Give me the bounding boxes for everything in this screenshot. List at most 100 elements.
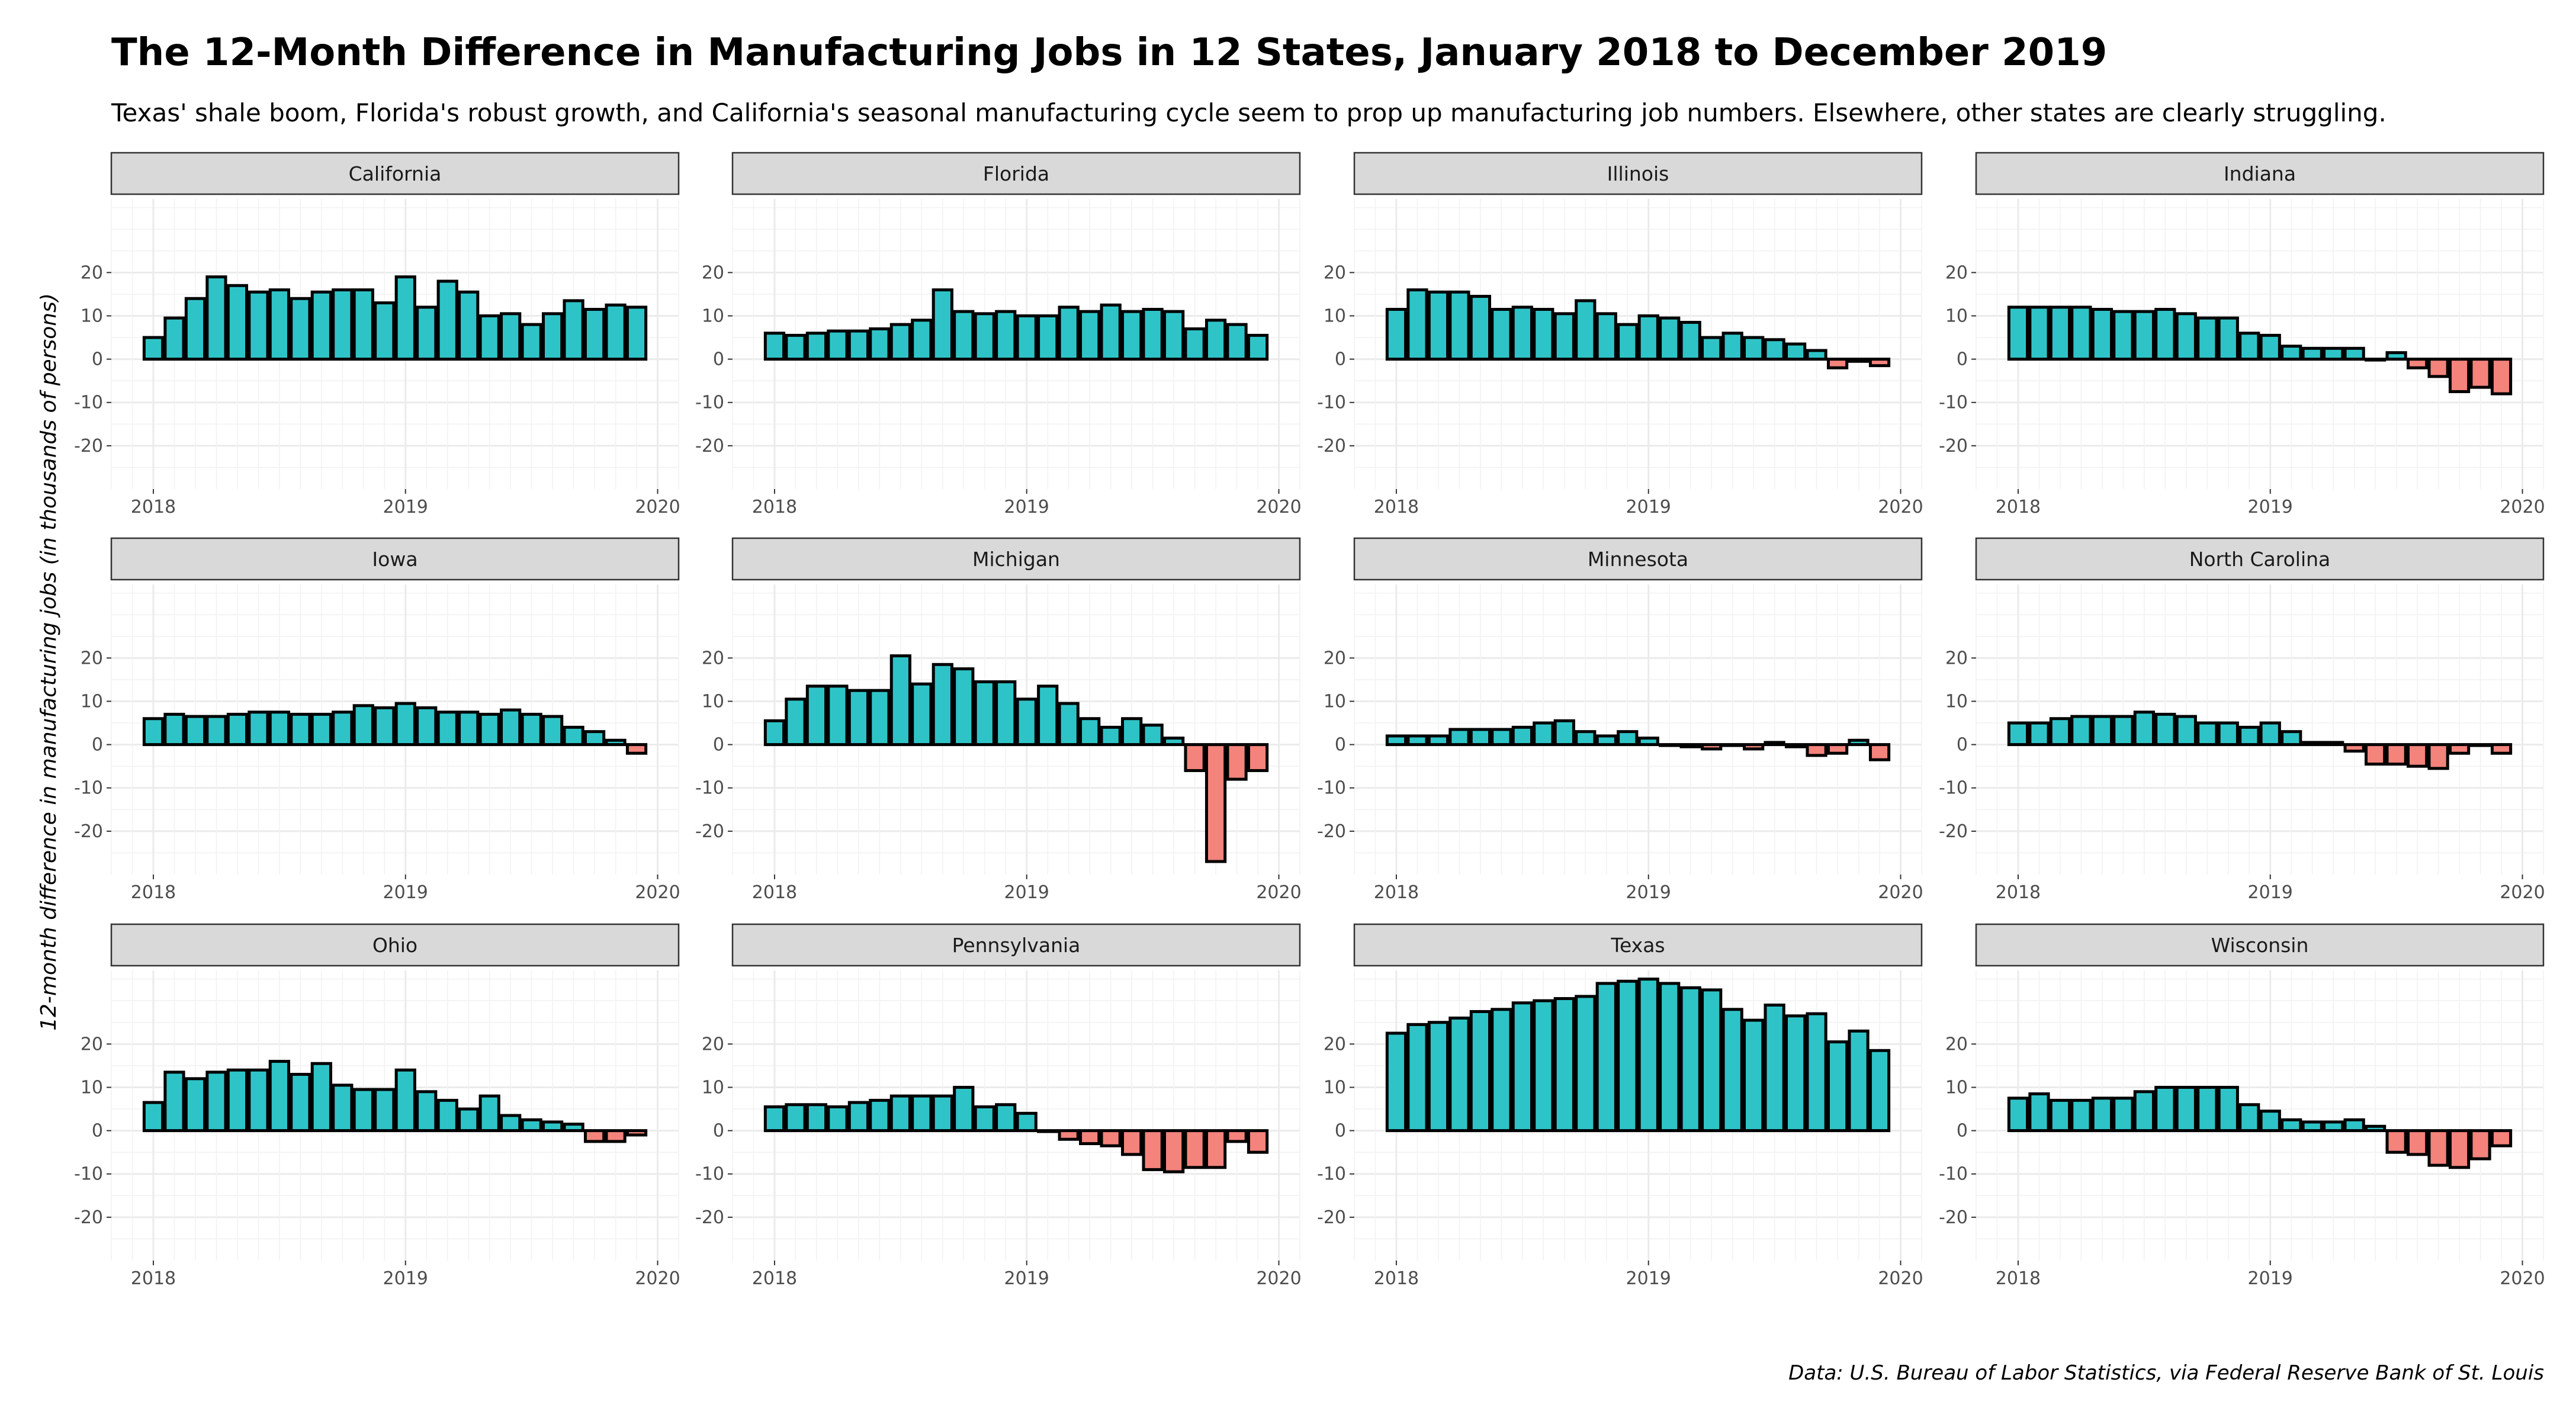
panel-illinois: Illinois -20 -10 0 10 20 2018 2019 2020 — [1317, 152, 1923, 517]
y-tick-label: -20 — [695, 436, 724, 456]
bar-2018-04 — [827, 684, 849, 747]
y-tick-label: 20 — [702, 262, 724, 283]
bar-2019-09 — [1806, 1012, 1827, 1133]
panel-iowa: Iowa -20 -10 0 10 20 2018 2019 2020 — [74, 537, 680, 903]
panel-strip — [731, 152, 1301, 195]
bar-2019-01 — [394, 275, 416, 361]
y-tick-label: 10 — [81, 691, 103, 712]
y-tick-label: 0 — [713, 349, 724, 370]
y-tick-label: 0 — [92, 349, 103, 370]
bar-2018-09 — [2175, 715, 2197, 747]
bar-2018-04 — [205, 1070, 227, 1133]
bar-2018-11 — [974, 312, 995, 361]
x-tick-label: 2019 — [383, 1268, 428, 1289]
panel-title: Florida — [983, 162, 1049, 185]
bar-2019-02 — [1659, 743, 1681, 747]
x-tick-label: 2018 — [1996, 882, 2041, 903]
panel-strip — [1975, 537, 2545, 581]
bar-2019-01 — [394, 702, 416, 747]
bar-2018-10 — [953, 667, 975, 747]
bar-2018-03 — [2049, 1098, 2071, 1133]
x-tick-label: 2020 — [1878, 882, 1923, 903]
bar-2018-11 — [2217, 1085, 2239, 1133]
panel-title: Wisconsin — [2211, 934, 2309, 957]
y-tick-label: -20 — [74, 436, 103, 456]
bar-2019-01 — [2259, 1110, 2281, 1133]
bar-2018-08 — [911, 1094, 933, 1133]
bar-2019-12 — [625, 306, 648, 361]
bar-2018-02 — [163, 1070, 185, 1133]
bar-2018-09 — [310, 290, 332, 361]
bar-2019-06 — [1743, 336, 1765, 361]
bar-2018-06 — [1491, 307, 1512, 361]
bar-2018-03 — [1427, 1021, 1450, 1133]
x-tick-label: 2019 — [1626, 497, 1671, 517]
y-tick-label: 10 — [1945, 691, 1968, 712]
bar-2018-07 — [268, 710, 290, 747]
bar-2018-10 — [1575, 730, 1597, 747]
bar-2019-04 — [2323, 1120, 2344, 1133]
bar-2018-12 — [1617, 323, 1639, 361]
bar-2019-02 — [2281, 730, 2302, 747]
y-tick-label: -10 — [1939, 393, 1968, 413]
bar-2018-11 — [2217, 721, 2239, 747]
bar-2018-06 — [869, 1098, 891, 1133]
bar-2019-12 — [625, 1129, 648, 1137]
bar-2018-07 — [268, 288, 290, 361]
bar-2019-02 — [416, 706, 438, 747]
y-tick-label: 10 — [702, 691, 724, 712]
bar-2019-08 — [541, 312, 564, 361]
bar-2019-10 — [1205, 1129, 1227, 1169]
bar-2019-09 — [1184, 327, 1206, 361]
y-tick-label: 20 — [1945, 1034, 1968, 1055]
bar-2019-11 — [605, 738, 627, 747]
bar-2019-04 — [2323, 741, 2344, 747]
bar-2018-04 — [205, 715, 227, 747]
bar-2018-11 — [352, 288, 374, 361]
bar-2019-02 — [1037, 314, 1059, 361]
bar-2018-04 — [2070, 306, 2092, 361]
bar-2019-10 — [2448, 1129, 2471, 1169]
bar-2018-09 — [932, 288, 953, 361]
bar-2019-04 — [458, 710, 480, 747]
y-tick-label: 10 — [81, 306, 103, 326]
bar-2019-11 — [1848, 358, 1870, 363]
y-tick-label: -20 — [1939, 821, 1968, 842]
bar-2019-11 — [2469, 358, 2491, 389]
bar-2019-10 — [583, 1129, 606, 1143]
y-tick-label: -20 — [1939, 1207, 1968, 1228]
bar-2019-03 — [436, 1098, 458, 1133]
y-tick-label: 20 — [702, 648, 724, 668]
bar-2018-03 — [1427, 290, 1450, 361]
chart-caption: Data: U.S. Bureau of Labor Statistics, v… — [1788, 1361, 2544, 1385]
y-tick-label: 0 — [1957, 349, 1968, 370]
bar-2018-12 — [995, 680, 1017, 747]
bar-2018-04 — [827, 1105, 849, 1133]
x-tick-label: 2020 — [1878, 497, 1923, 517]
bar-2019-09 — [1806, 349, 1827, 361]
bar-2019-05 — [1721, 743, 1743, 747]
x-tick-label: 2020 — [2500, 882, 2545, 903]
x-tick-label: 2018 — [1996, 1268, 2041, 1289]
bar-2018-07 — [2133, 710, 2155, 747]
bar-2018-06 — [2112, 715, 2134, 747]
bar-2019-08 — [1162, 310, 1185, 361]
x-tick-label: 2019 — [2248, 1268, 2293, 1289]
bar-2018-06 — [2112, 310, 2134, 361]
bar-2018-12 — [374, 1088, 396, 1133]
y-tick-label: -20 — [1317, 1207, 1346, 1228]
panel-grid — [732, 199, 1300, 489]
bar-2019-09 — [563, 725, 584, 747]
bar-2018-10 — [2196, 721, 2218, 747]
bar-2018-12 — [2238, 725, 2260, 747]
y-tick-label: 20 — [81, 1034, 103, 1055]
bar-2019-05 — [2343, 346, 2365, 361]
bar-2019-01 — [1637, 978, 1659, 1133]
bar-2019-11 — [1226, 323, 1248, 361]
panel-title: Michigan — [972, 548, 1060, 571]
panel-title: Indiana — [2224, 162, 2296, 185]
bar-2018-09 — [1553, 997, 1575, 1133]
bar-2018-01 — [1385, 1031, 1408, 1133]
bar-2018-09 — [310, 1062, 332, 1133]
bar-2018-06 — [869, 327, 891, 361]
